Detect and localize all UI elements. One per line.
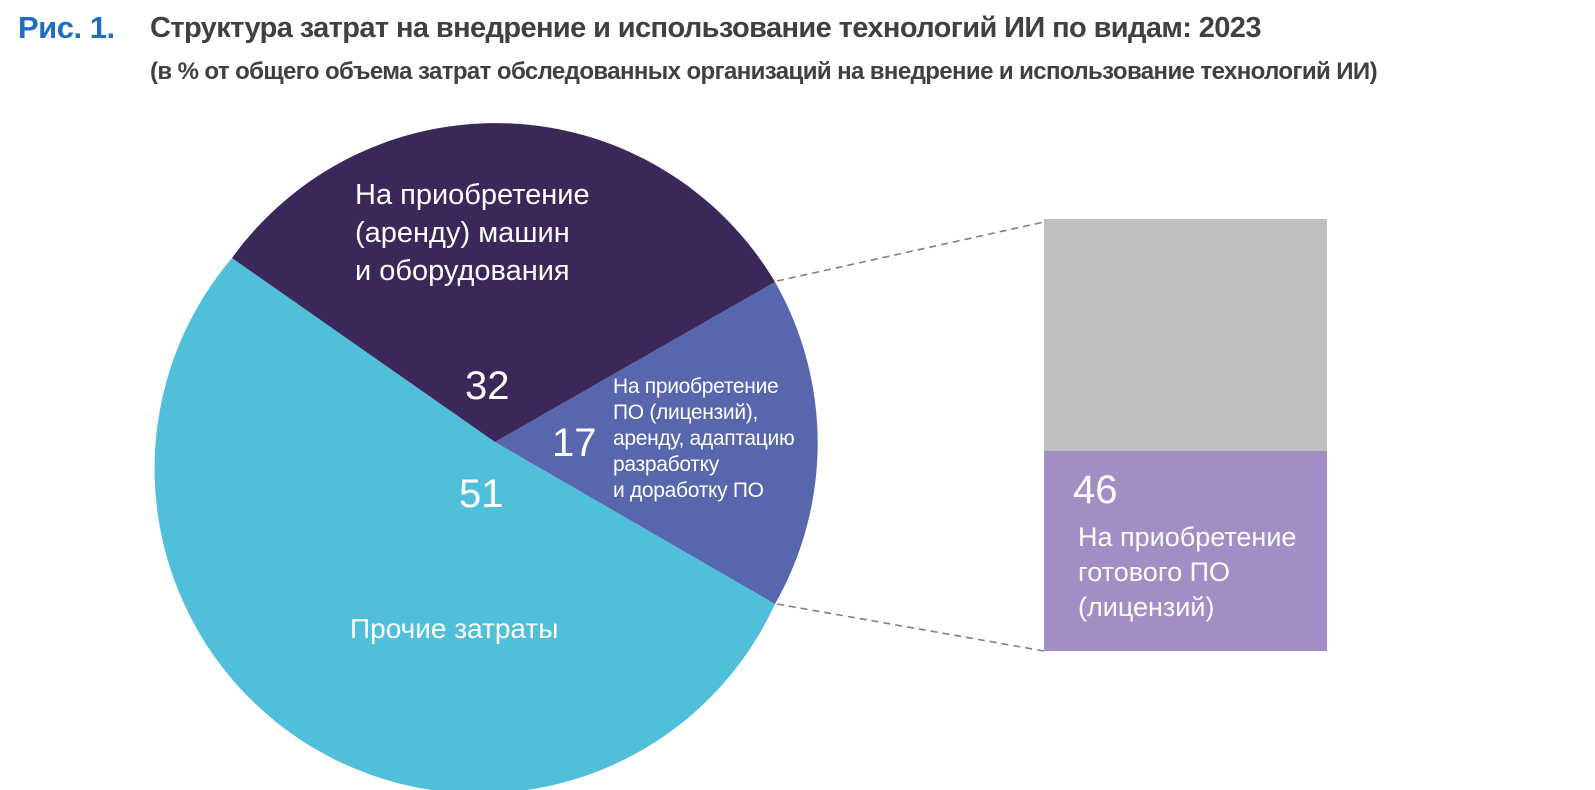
label-line: ПО (лицензий), — [613, 401, 759, 424]
bar-value-ready-software: 46 — [1073, 468, 1118, 512]
label-line: аренду, адаптацию — [613, 427, 795, 450]
bar-label-ready-software: На приобретение готового ПО (лицензий) — [1078, 520, 1296, 625]
chart-title: Структура затрат на внедрение и использо… — [150, 12, 1261, 44]
slice-value-software: 17 — [552, 421, 597, 465]
slice-value-machines: 32 — [465, 364, 510, 408]
label-line: разработку — [613, 453, 719, 476]
pie-slice-other — [154, 258, 775, 790]
slice-label-other: Прочие затраты — [350, 613, 559, 644]
figure-label: Рис. 1. — [18, 10, 115, 45]
pie-slice-software — [495, 282, 818, 604]
pie-slice-machines — [232, 123, 775, 443]
slice-label-software: На приобретение ПО (лицензий), аренду, а… — [613, 374, 795, 504]
label-line: готового ПО — [1078, 557, 1230, 587]
connector-line-bottom — [776, 603, 1045, 652]
label-line: и доработку ПО — [613, 479, 764, 502]
connector-line-top — [776, 221, 1045, 282]
label-line: (аренду) машин — [355, 217, 570, 249]
slice-value-other: 51 — [459, 472, 504, 516]
slice-label-machines: На приобретение (аренду) машин и оборудо… — [355, 176, 590, 290]
chart-subtitle: (в % от общего объема затрат обследованн… — [150, 58, 1378, 85]
bar-segment-rest — [1044, 219, 1327, 451]
label-line: На приобретение — [355, 179, 590, 211]
label-line: (лицензий) — [1078, 592, 1215, 622]
bar-segment-ready-software — [1044, 451, 1327, 651]
label-line: На приобретение — [1078, 522, 1297, 552]
label-line: и оборудования — [355, 255, 570, 287]
label-line: На приобретение — [613, 375, 779, 398]
